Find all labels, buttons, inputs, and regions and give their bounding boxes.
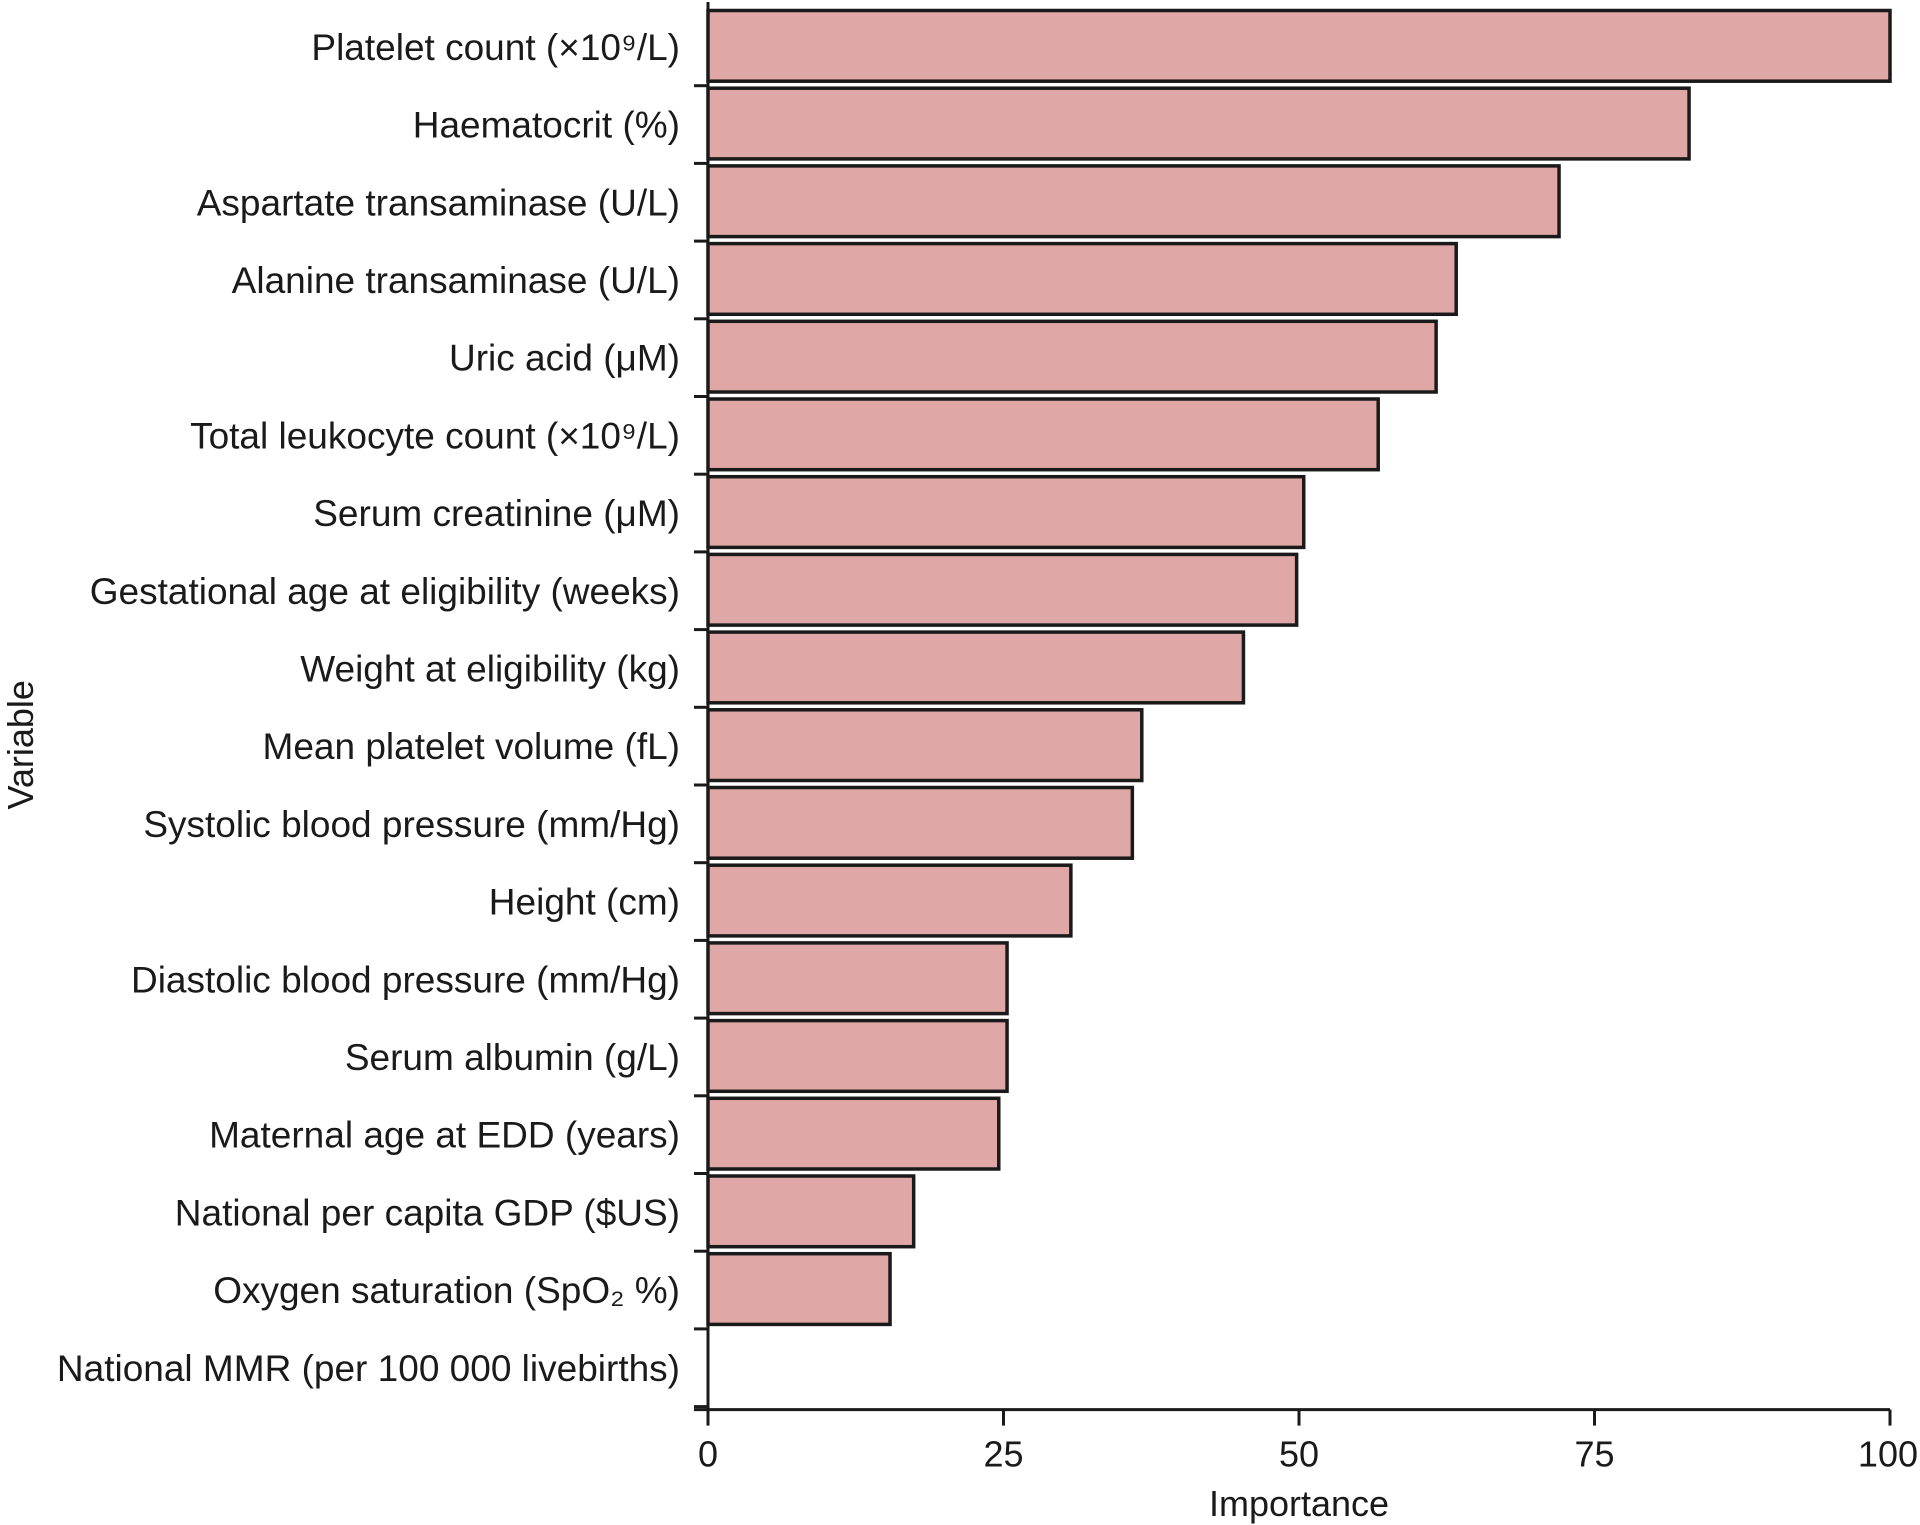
category-label: Diastolic blood pressure (mm/Hg) xyxy=(131,959,680,1000)
bar xyxy=(706,1096,1001,1171)
bar xyxy=(706,1018,1009,1094)
bar xyxy=(706,708,1144,783)
y-axis-title: Variable xyxy=(0,680,41,809)
category-label: Gestational age at eligibility (weeks) xyxy=(90,571,680,612)
bars-group xyxy=(706,8,1892,1327)
category-label: Maternal age at EDD (years) xyxy=(209,1115,680,1156)
bar xyxy=(706,941,1009,1016)
category-label: National per capita GDP ($US) xyxy=(175,1192,680,1233)
bar xyxy=(706,241,1458,317)
x-tick-label: 50 xyxy=(1279,1434,1319,1475)
category-label: Total leukocyte count (×10⁹/L) xyxy=(190,415,680,456)
bar xyxy=(706,785,1135,860)
category-label: Height (cm) xyxy=(489,882,680,923)
category-label: Platelet count (×10⁹/L) xyxy=(311,27,680,68)
bar xyxy=(706,397,1380,472)
category-label: Serum creatinine (μM) xyxy=(313,493,680,534)
bar xyxy=(706,863,1073,938)
category-label: Aspartate transaminase (U/L) xyxy=(197,182,680,223)
category-label: Systolic blood pressure (mm/Hg) xyxy=(143,804,680,845)
bar xyxy=(706,630,1246,705)
category-label: National MMR (per 100 000 livebirths) xyxy=(57,1348,680,1389)
x-tick-label: 100 xyxy=(1858,1434,1918,1475)
x-axis-ticks: 0 25 50 75 100 xyxy=(698,1409,1918,1475)
y-axis-ticks xyxy=(694,84,708,1409)
category-label: Serum albumin (g/L) xyxy=(345,1037,680,1078)
bar xyxy=(706,8,1892,83)
x-tick-label: 0 xyxy=(698,1434,718,1475)
x-tick-label: 25 xyxy=(983,1434,1023,1475)
category-label: Oxygen saturation (SpO₂ %) xyxy=(213,1270,680,1311)
category-label: Uric acid (μM) xyxy=(449,338,680,379)
category-label: Weight at eligibility (kg) xyxy=(300,648,680,689)
bar xyxy=(706,1174,916,1249)
bar xyxy=(706,164,1561,239)
category-label: Mean platelet volume (fL) xyxy=(263,726,680,767)
bar xyxy=(706,1251,892,1327)
category-label: Haematocrit (%) xyxy=(413,105,680,146)
bar xyxy=(706,474,1306,550)
category-labels: Platelet count (×10⁹/L) Haematocrit (%) As… xyxy=(57,27,680,1389)
category-label: Alanine transaminase (U/L) xyxy=(232,260,680,301)
bar xyxy=(706,552,1299,627)
x-tick-label: 75 xyxy=(1574,1434,1614,1475)
x-axis-title: Importance xyxy=(1209,1483,1389,1524)
bar xyxy=(706,319,1438,394)
bar xyxy=(706,86,1691,161)
